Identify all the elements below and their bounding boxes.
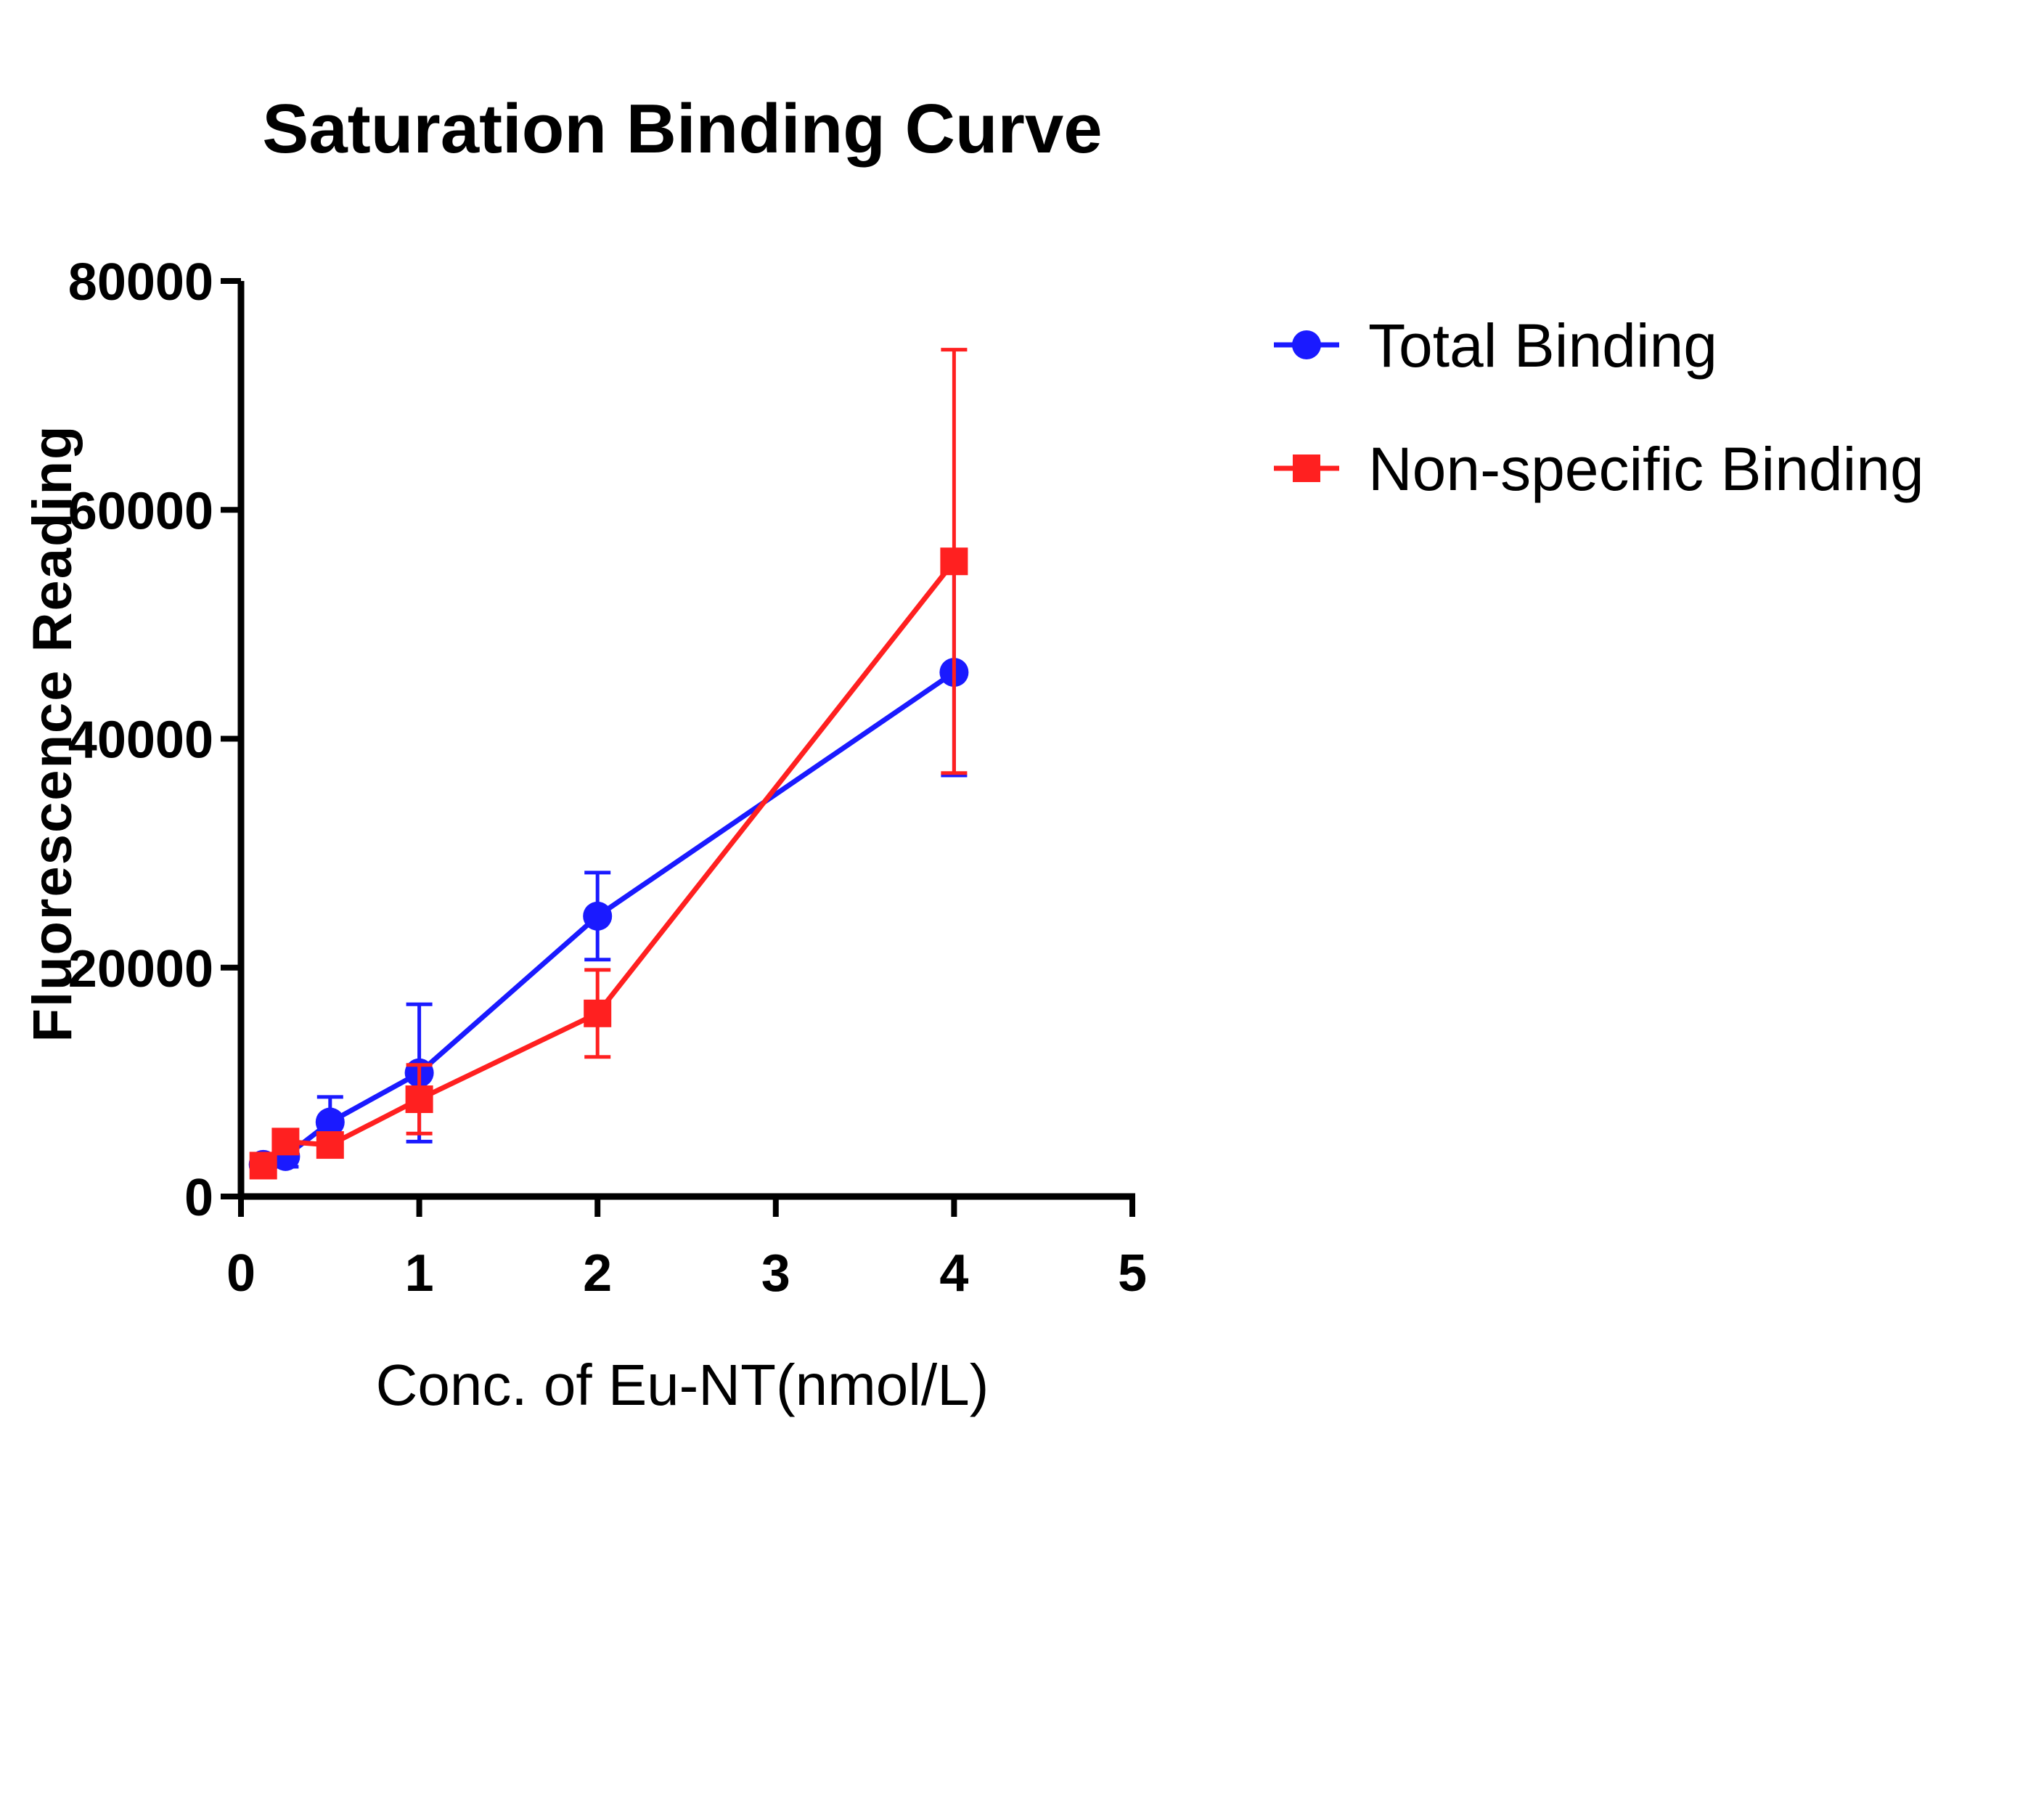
legend-marker xyxy=(1292,330,1321,359)
y-tick-label: 40000 xyxy=(68,712,213,770)
axes: 0 20000 40000 60000 80000 0 1 2 3 4 5 xyxy=(68,253,1147,1303)
plot-area xyxy=(248,348,969,1180)
x-tick-label: 3 xyxy=(761,1244,790,1303)
data-point xyxy=(316,1131,344,1159)
x-tick-label: 1 xyxy=(405,1244,434,1303)
series-non-specific-binding xyxy=(249,348,968,1180)
x-tick-label: 4 xyxy=(939,1244,968,1303)
y-tick-label: 20000 xyxy=(68,940,213,998)
x-tick-label: 2 xyxy=(583,1244,612,1303)
y-tick-label: 0 xyxy=(184,1169,213,1227)
legend-label: Total Binding xyxy=(1368,311,1717,380)
data-point xyxy=(940,547,968,576)
y-tick-label: 60000 xyxy=(68,482,213,540)
x-tick-label: 0 xyxy=(226,1244,256,1303)
x-axis-label: Conc. of Eu-NT(nmol/L) xyxy=(376,1353,989,1417)
y-axis-label: Fluorescence Reading xyxy=(22,425,83,1043)
legend-label: Non-specific Binding xyxy=(1368,435,1924,503)
x-tick-label: 5 xyxy=(1118,1244,1147,1303)
data-point xyxy=(249,1151,277,1180)
series-line xyxy=(261,560,957,1167)
legend: Total Binding Non-specific Binding xyxy=(1274,311,1924,503)
legend-item: Non-specific Binding xyxy=(1274,435,1924,503)
legend-marker xyxy=(1293,454,1320,482)
data-point xyxy=(271,1128,300,1156)
data-point xyxy=(584,999,612,1027)
data-point xyxy=(583,901,613,931)
chart-title: Saturation Binding Curve xyxy=(262,90,1102,168)
series-total-binding xyxy=(248,567,969,1179)
legend-item: Total Binding xyxy=(1274,311,1717,380)
data-point xyxy=(315,1107,345,1137)
y-tick-label: 80000 xyxy=(68,253,213,311)
data-point xyxy=(405,1085,433,1114)
